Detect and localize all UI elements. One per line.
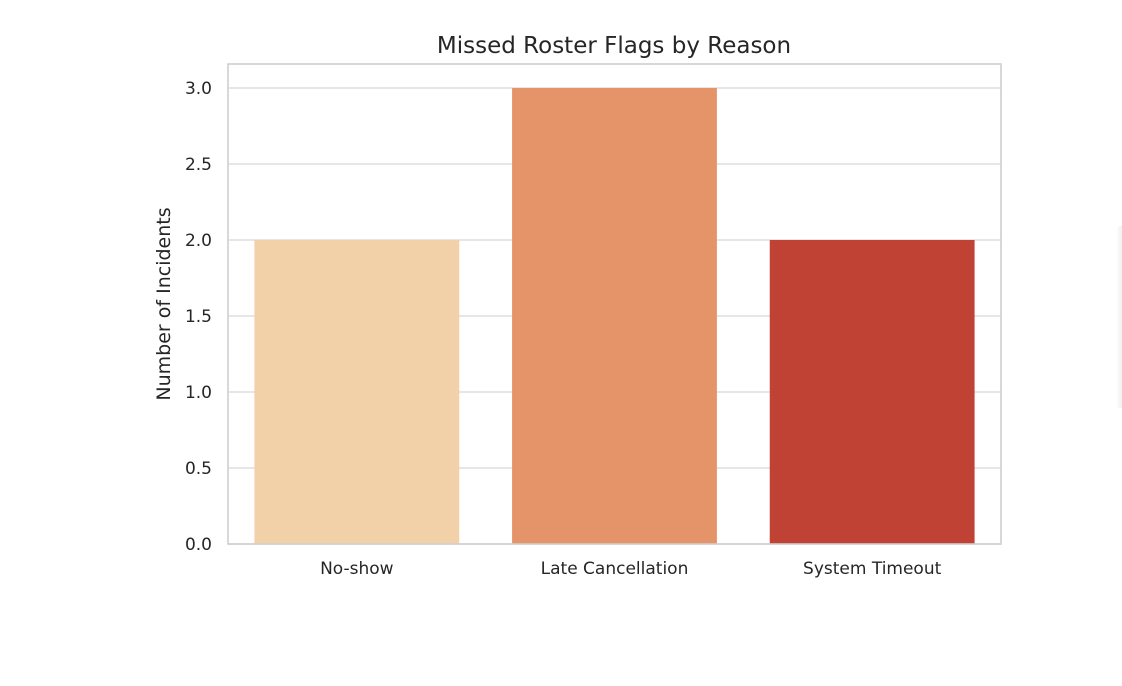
x-tick-label: No-show — [320, 559, 394, 579]
y-tick-label: 3.0 — [185, 79, 212, 99]
plot-frame — [227, 63, 1002, 545]
y-axis-ticks: 0.0 0.5 1.0 1.5 2.0 2.5 3.0 — [185, 79, 212, 555]
y-tick-label: 2.5 — [185, 155, 212, 175]
y-axis-label: Number of Incidents — [153, 207, 175, 400]
y-tick-label: 0.5 — [185, 459, 212, 479]
y-tick-label: 0.0 — [185, 535, 212, 555]
y-tick-label: 2.0 — [185, 231, 212, 251]
chart-title: Missed Roster Flags by Reason — [437, 33, 791, 59]
y-tick-label: 1.0 — [185, 383, 212, 403]
edge-shadow — [1116, 226, 1122, 408]
x-tick-label: Late Cancellation — [541, 559, 689, 579]
x-tick-label: System Timeout — [803, 559, 942, 579]
bar-system-timeout — [769, 240, 975, 544]
x-axis-ticks: No-show Late Cancellation System Timeout — [320, 559, 942, 579]
y-tick-label: 1.5 — [185, 307, 212, 327]
bar-late-cancellation — [512, 88, 717, 544]
bar-no-show — [254, 240, 460, 544]
bars — [254, 88, 975, 544]
